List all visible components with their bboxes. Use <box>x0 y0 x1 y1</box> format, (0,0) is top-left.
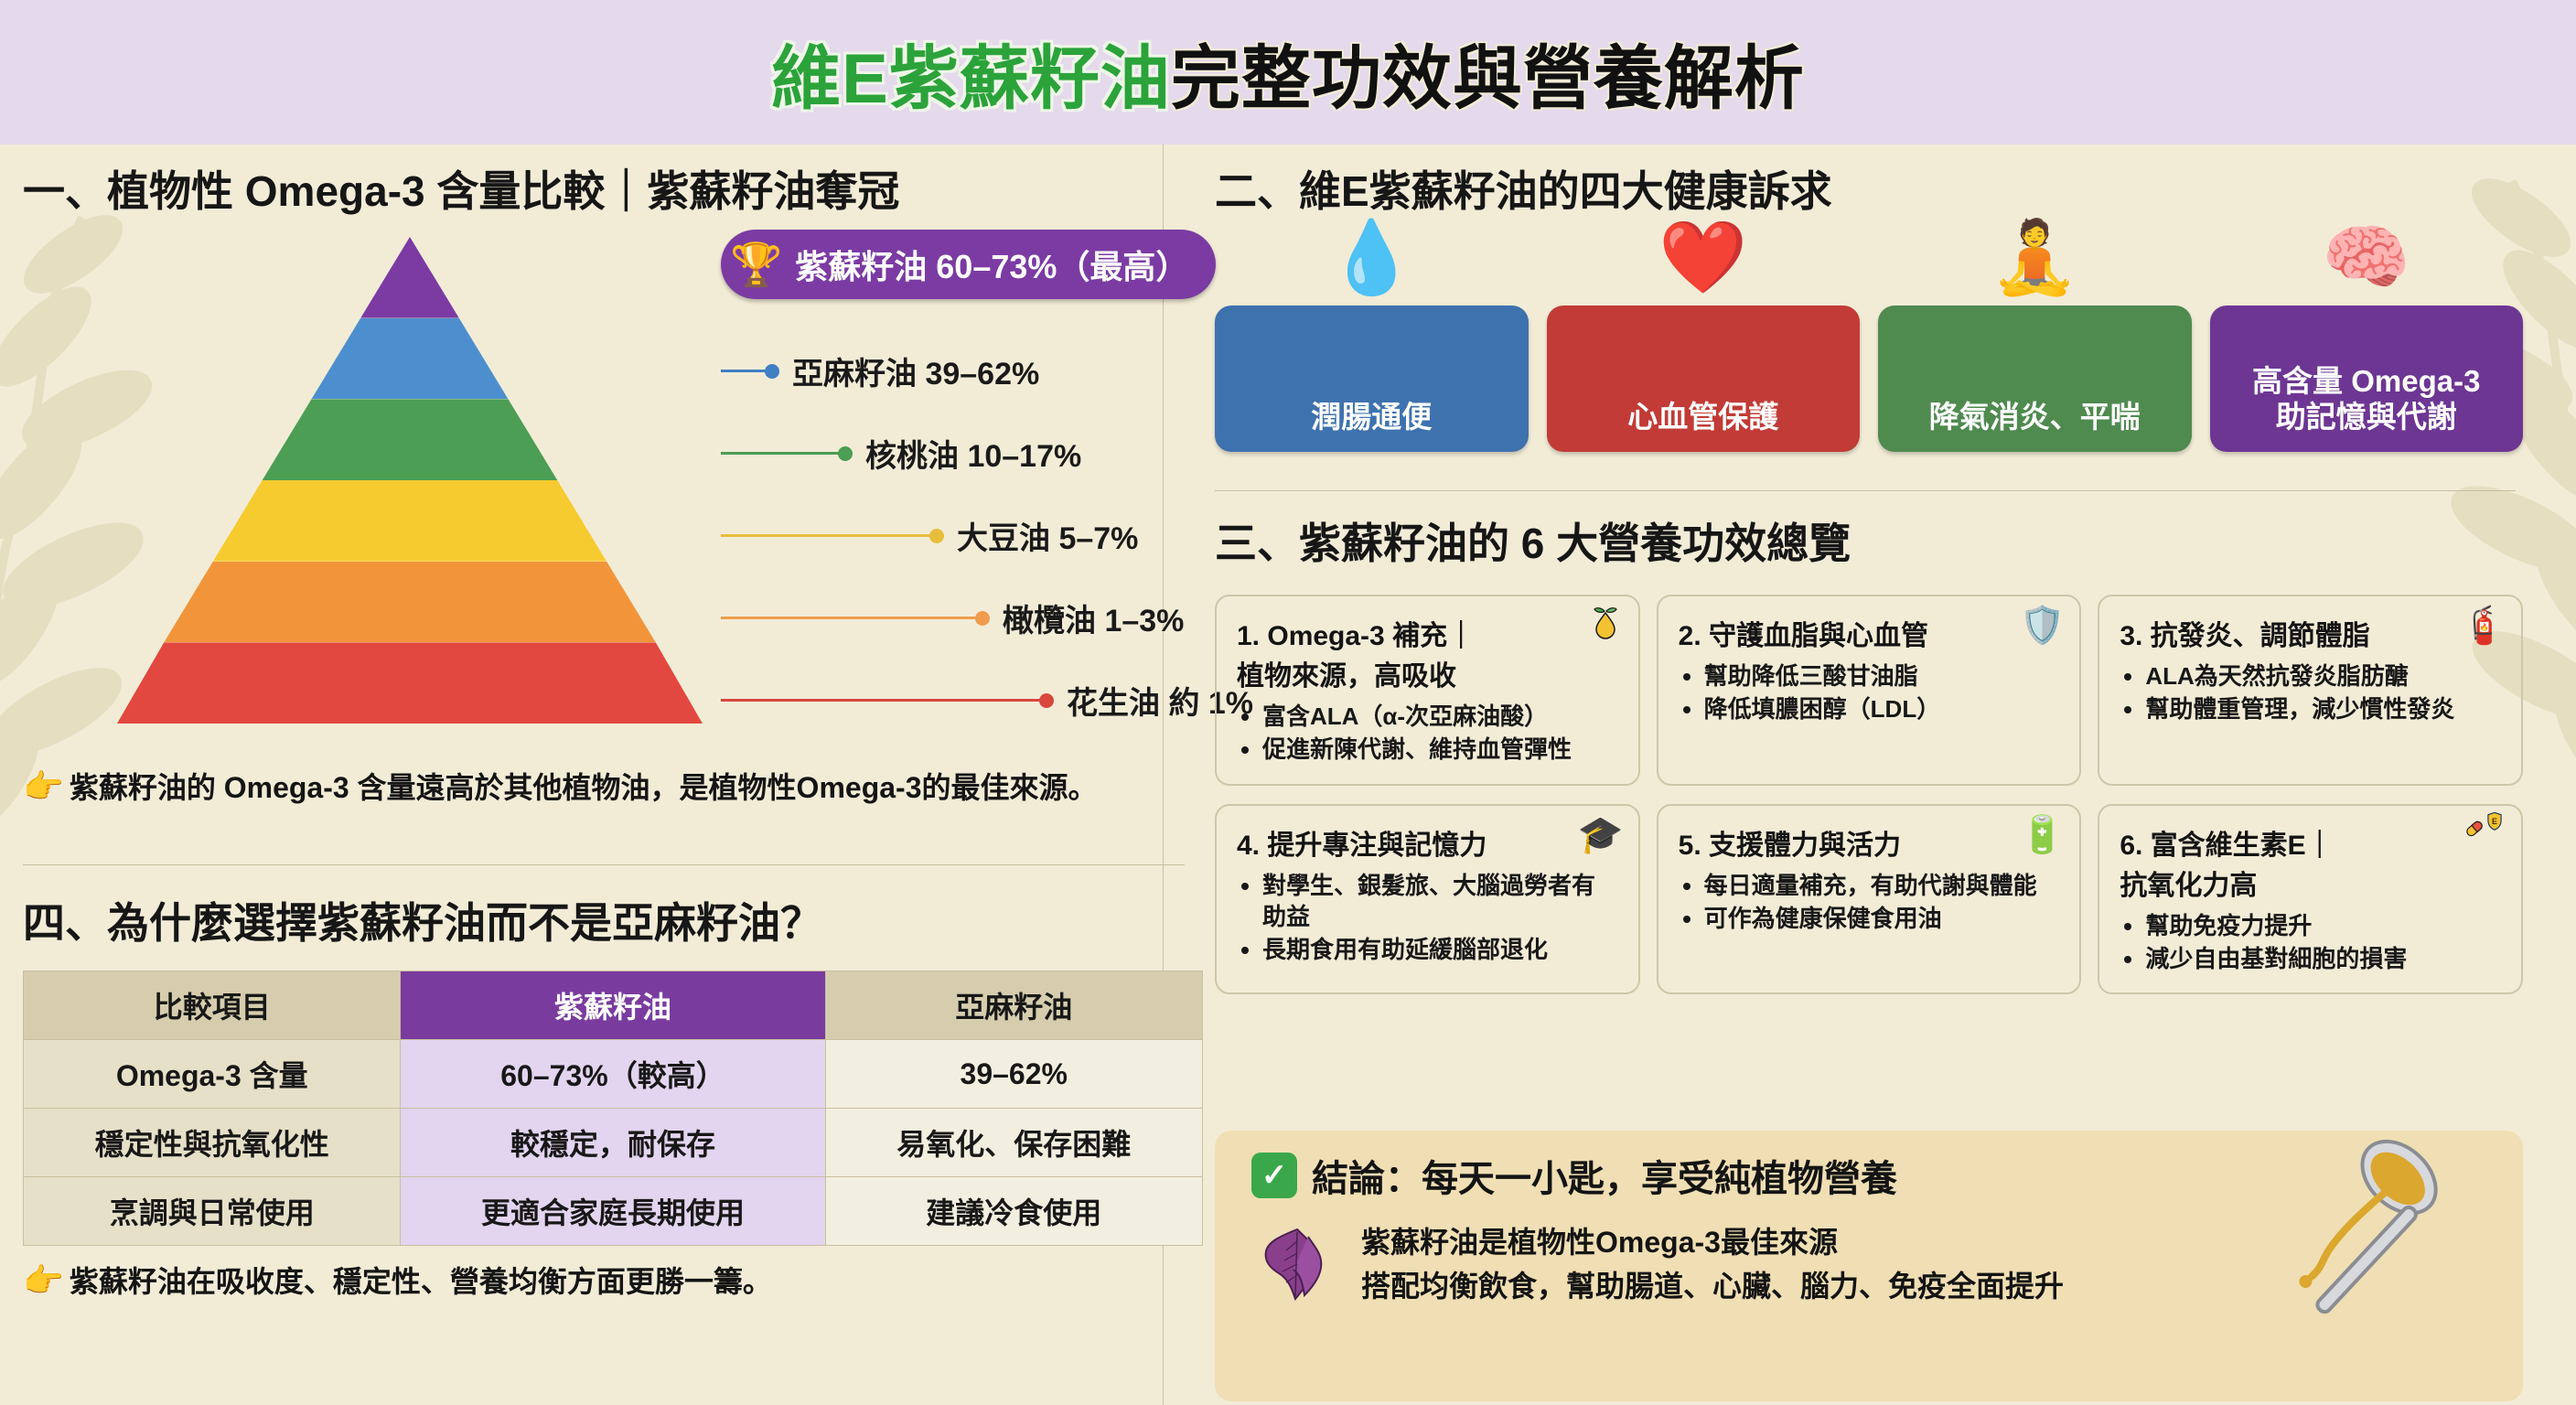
svg-text:E: E <box>2492 816 2497 825</box>
